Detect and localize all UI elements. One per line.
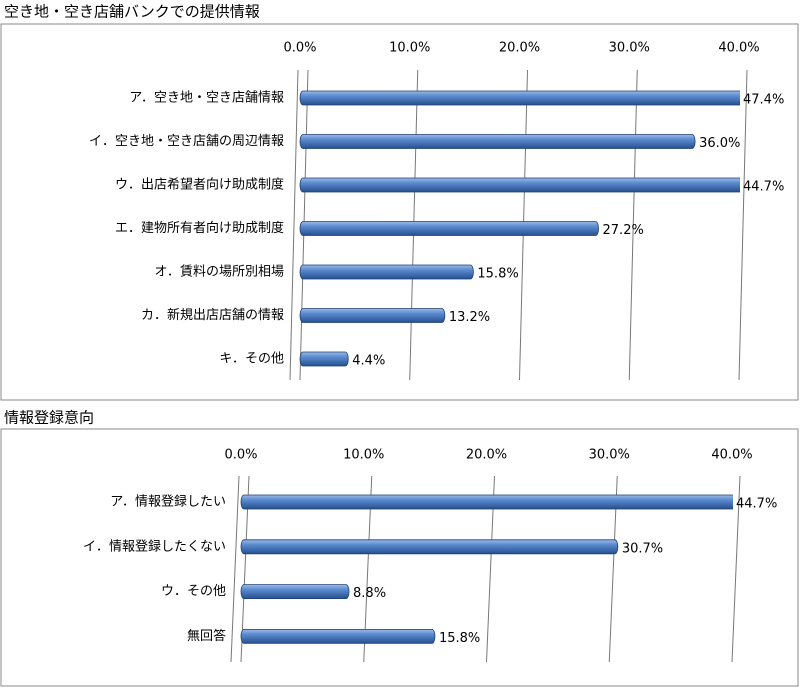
category-label: ア．情報登録したい <box>110 495 226 510</box>
value-label: 15.8% <box>439 631 480 646</box>
bar <box>299 90 740 106</box>
bar <box>299 264 474 280</box>
bar <box>240 494 733 510</box>
category-label: ウ．出店希望者向け助成制度 <box>115 177 284 193</box>
x-tick-label: 30.0% <box>609 41 650 56</box>
category-label: キ．その他 <box>219 352 284 367</box>
bar <box>299 221 599 236</box>
bar <box>240 539 619 555</box>
category-label: 無回答 <box>187 628 226 644</box>
x-tick-label: 10.0% <box>389 41 430 56</box>
chart-frame <box>0 23 799 401</box>
value-label: 44.7% <box>743 180 784 195</box>
value-label: 27.2% <box>603 223 644 238</box>
value-label: 4.4% <box>352 354 385 369</box>
value-label: 15.8% <box>477 267 518 282</box>
x-tick-label: 30.0% <box>589 448 630 463</box>
bar <box>299 308 446 323</box>
axis-line <box>289 69 299 381</box>
category-label: イ．空き地・空き店舗の周辺情報 <box>89 134 284 149</box>
value-label: 47.4% <box>743 93 784 108</box>
value-label: 36.0% <box>699 136 740 151</box>
x-tick-label: 20.0% <box>499 41 540 56</box>
axis-line <box>230 475 240 663</box>
chart-title: 空き地・空き店舗バンクでの提供情報 <box>4 3 260 21</box>
grid-line <box>628 69 638 381</box>
x-tick-label: 0.0% <box>224 448 257 463</box>
grid-line <box>738 69 748 381</box>
category-label: カ．新規出店店舗の情報 <box>141 307 284 323</box>
chart-frame <box>0 428 799 687</box>
category-label: オ．賃料の場所別相場 <box>155 265 284 280</box>
bar <box>240 584 350 599</box>
value-label: 13.2% <box>449 310 490 325</box>
category-label: ア．空き地・空き店舗情報 <box>129 91 284 106</box>
bar <box>240 629 436 644</box>
grid-line <box>731 475 741 663</box>
value-label: 30.7% <box>622 541 663 556</box>
category-label: エ．建物所有者向け助成制度 <box>115 220 284 236</box>
x-tick-label: 20.0% <box>466 448 507 463</box>
x-tick-label: 10.0% <box>343 448 384 463</box>
bar <box>299 351 349 367</box>
value-label: 8.8% <box>353 586 386 601</box>
x-tick-label: 40.0% <box>711 448 752 463</box>
value-label: 44.7% <box>736 497 777 512</box>
bars <box>299 90 740 367</box>
category-label: イ．情報登録したくない <box>83 539 226 554</box>
x-tick-label: 40.0% <box>718 41 759 56</box>
bar <box>299 177 740 193</box>
category-label: ウ．その他 <box>161 584 226 599</box>
chart-title: 情報登録意向 <box>4 409 94 427</box>
bars <box>240 494 733 644</box>
bar <box>299 134 696 149</box>
x-tick-label: 0.0% <box>283 41 316 56</box>
